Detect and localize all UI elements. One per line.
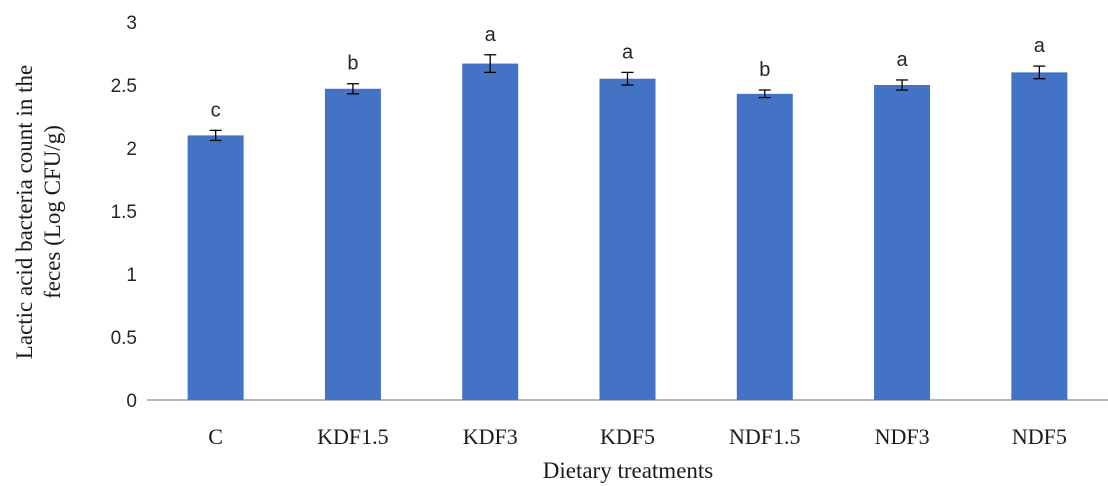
x-tick-label: NDF3 bbox=[875, 424, 930, 449]
significance-letter: c bbox=[211, 99, 221, 121]
error-bar-NDF3 bbox=[896, 79, 909, 91]
y-tick-label: 0 bbox=[126, 391, 137, 412]
y-axis-title-line-1: Lactic acid bacteria count in the bbox=[12, 65, 37, 359]
bar-KDF3 bbox=[462, 63, 519, 401]
bar-NDF1.5 bbox=[736, 93, 793, 400]
y-axis-title-line-2: feces (Log CFU/g) bbox=[40, 125, 65, 299]
error-bar-C bbox=[209, 129, 222, 142]
error-bar-KDF1.5 bbox=[346, 83, 359, 95]
significance-letter: a bbox=[485, 24, 497, 46]
significance-letter: b bbox=[347, 53, 358, 75]
y-tick-label: 1 bbox=[126, 265, 137, 286]
error-bar-NDF1.5 bbox=[758, 89, 771, 99]
bar-NDF5 bbox=[1011, 72, 1068, 401]
error-bar-KDF5 bbox=[621, 71, 634, 86]
bars bbox=[187, 63, 1068, 401]
error-bar-NDF5 bbox=[1033, 65, 1046, 80]
bar-NDF3 bbox=[874, 85, 931, 400]
x-axis-title: Dietary treatments bbox=[543, 458, 714, 483]
x-tick-label: NDF1.5 bbox=[729, 424, 801, 449]
bar-C bbox=[187, 135, 244, 400]
x-tick-label: KDF3 bbox=[463, 424, 518, 449]
x-tick-label: NDF5 bbox=[1012, 424, 1067, 449]
significance-letters: c b a a b a a bbox=[211, 24, 1046, 122]
y-axis-ticks: 0 0.5 1 1.5 2 2.5 3 bbox=[111, 13, 137, 412]
x-tick-label: C bbox=[208, 424, 223, 449]
significance-letter: a bbox=[1034, 35, 1046, 57]
x-axis-ticks: C KDF1.5 KDF3 KDF5 NDF1.5 NDF3 NDF5 bbox=[208, 424, 1067, 449]
y-tick-label: 1.5 bbox=[111, 202, 137, 223]
y-axis-title: Lactic acid bacteria count in the feces … bbox=[12, 65, 65, 359]
significance-letter: b bbox=[759, 59, 770, 81]
error-bar-KDF3 bbox=[484, 54, 497, 74]
error-bars bbox=[209, 54, 1046, 142]
bar-KDF5 bbox=[599, 78, 656, 400]
y-tick-label: 2.5 bbox=[111, 76, 137, 97]
significance-letter: a bbox=[622, 41, 634, 63]
x-tick-label: KDF5 bbox=[600, 424, 655, 449]
y-tick-label: 3 bbox=[126, 13, 137, 34]
y-tick-label: 0.5 bbox=[111, 328, 137, 349]
significance-letter: a bbox=[897, 49, 909, 71]
x-tick-label: KDF1.5 bbox=[317, 424, 389, 449]
y-tick-label: 2 bbox=[126, 139, 137, 160]
bar-KDF1.5 bbox=[324, 88, 381, 400]
